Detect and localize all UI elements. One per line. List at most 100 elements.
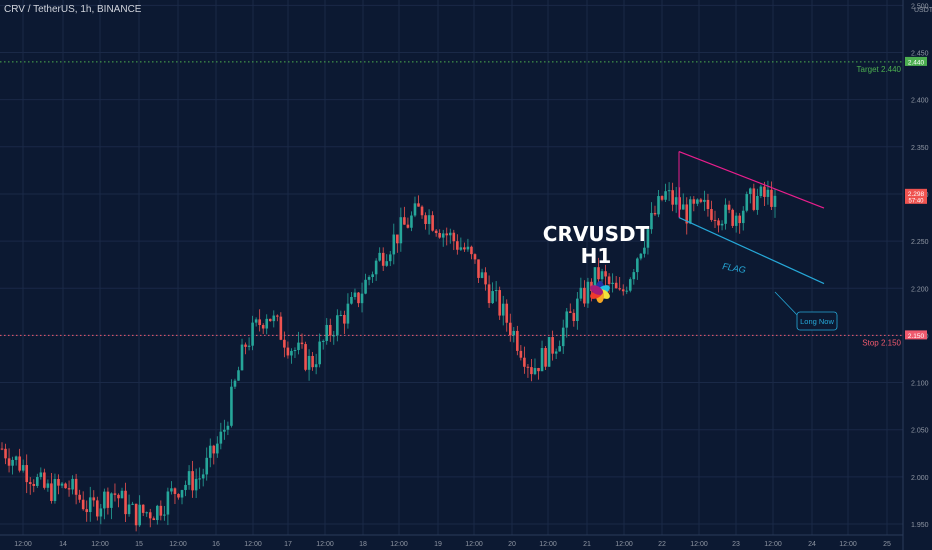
candle-body [551, 337, 554, 354]
candle-body [39, 472, 43, 477]
candle-body [180, 490, 184, 498]
candle-body [734, 215, 738, 226]
candle-body [276, 315, 279, 317]
candle-body [558, 346, 561, 352]
candle-body [692, 199, 696, 204]
candle-body [445, 233, 449, 236]
candle-body [279, 316, 283, 340]
candle-body [138, 504, 141, 526]
flag-label: FLAG [722, 261, 747, 275]
candle-body [251, 322, 254, 346]
candle-body [494, 290, 498, 292]
candle-body [748, 188, 752, 195]
target-2-label: Target 2.440 [857, 65, 902, 74]
candle-body [32, 483, 36, 486]
candle-body [688, 199, 692, 224]
candle-body [448, 232, 452, 236]
y-tick-label: 2.350 [911, 145, 929, 152]
candle-body [487, 284, 491, 304]
y-tick-label: 2.400 [911, 98, 929, 105]
candle-body [431, 215, 434, 231]
candle-body [156, 505, 159, 521]
candle-body [639, 253, 643, 259]
x-tick-label: 17 [284, 541, 292, 548]
candle-body [724, 204, 727, 224]
candle-body [706, 199, 710, 210]
candle-body [364, 279, 367, 294]
candle-body [572, 312, 576, 322]
candle-body [163, 514, 166, 516]
candle-body [103, 491, 106, 509]
candle-body [71, 478, 74, 490]
candle-body [664, 191, 667, 200]
candle-body [272, 315, 276, 322]
x-tick-label: 23 [732, 541, 740, 548]
candle-body [64, 483, 67, 489]
x-tick-label: 12:00 [244, 541, 262, 548]
candle-body [491, 291, 494, 304]
candle-body [396, 234, 399, 244]
candle-body [300, 342, 304, 345]
candle-body [710, 209, 713, 220]
candle-body [318, 341, 321, 365]
x-tick-label: 12:00 [764, 541, 782, 548]
candle-body [205, 457, 209, 475]
candle-body [336, 315, 339, 336]
candle-body [406, 224, 410, 228]
candle-body [85, 509, 89, 513]
candle-body [678, 197, 681, 210]
candle-body [763, 186, 766, 197]
candle-body [208, 445, 212, 458]
candle-body [537, 368, 540, 372]
y-tick-label: 2.200 [911, 286, 929, 293]
y-tick-label: 2.050 [911, 428, 929, 435]
y-tick-label: 2.250 [911, 239, 929, 246]
candle-body [325, 324, 329, 341]
candle-body [434, 230, 438, 234]
candle-body [392, 234, 396, 255]
candle-body [717, 220, 720, 226]
x-tick-label: 12:00 [839, 541, 857, 548]
candle-body [332, 335, 336, 337]
candle-body [466, 246, 470, 250]
candle-body [565, 311, 569, 328]
candle-body [568, 311, 572, 313]
x-tick-label: 12:00 [390, 541, 408, 548]
candle-body [681, 204, 685, 210]
candle-body [216, 443, 219, 454]
candle-body [586, 281, 590, 304]
candle-body [643, 247, 646, 254]
curve-dao-logo [590, 281, 610, 303]
candle-body [628, 279, 632, 291]
candle-body [314, 364, 318, 368]
candle-body [618, 288, 621, 290]
candle-body [508, 322, 512, 336]
candle-body [385, 261, 389, 266]
candle-body [173, 488, 177, 494]
flag-lower-trendline [678, 216, 825, 285]
candle-body [554, 351, 558, 354]
candle-body [653, 212, 657, 215]
y-tick-label: 2.000 [911, 475, 929, 482]
candle-body [78, 494, 81, 500]
candle-body [28, 482, 32, 484]
candle-body [81, 499, 85, 510]
x-tick-label: 18 [359, 541, 367, 548]
candle-body [547, 337, 551, 367]
candle-body [339, 314, 343, 316]
candle-body [60, 483, 64, 486]
x-tick-label: 22 [658, 541, 666, 548]
countdown-text: 57:40 [908, 198, 924, 204]
candle-body [240, 344, 244, 371]
candle-body [223, 429, 226, 432]
candle-body [526, 366, 530, 368]
currency-label: USDT [914, 7, 932, 14]
x-tick-label: 14 [59, 541, 67, 548]
candle-body [579, 287, 583, 299]
candle-body [191, 471, 194, 491]
candle-body [0, 448, 4, 450]
candle-body [463, 247, 466, 250]
candle-body [96, 500, 99, 517]
candle-body [343, 314, 346, 324]
